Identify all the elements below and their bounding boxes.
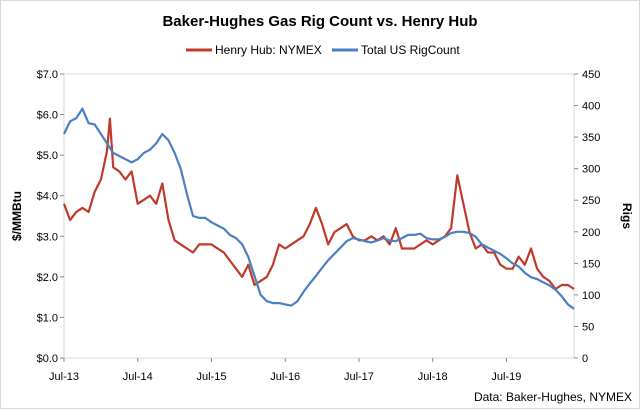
- legend-label-rig-count: Total US RigCount: [361, 43, 460, 57]
- left-axis-title: $/MMBtu: [10, 191, 24, 241]
- right-tick-label: 350: [582, 132, 600, 144]
- x-tick-label: Jul-19: [491, 371, 521, 383]
- right-tick-label: 0: [582, 353, 588, 365]
- series-layer: [62, 107, 575, 310]
- series-line-rig-count: [63, 107, 575, 310]
- x-tick-label: Jul-15: [196, 371, 226, 383]
- legend: Henry Hub: NYMEX Total US RigCount: [186, 43, 460, 57]
- left-tick-label: $0.0: [37, 353, 58, 365]
- left-tick-label: $3.0: [37, 231, 58, 243]
- left-tick-label: $2.0: [37, 272, 58, 284]
- plot-area: [63, 73, 575, 359]
- right-tick-label: 250: [582, 195, 600, 207]
- left-tick-label: $1.0: [37, 312, 58, 324]
- chart-title: Baker-Hughes Gas Rig Count vs. Henry Hub: [162, 13, 477, 30]
- right-tick-label: 100: [582, 290, 600, 302]
- x-tick-label: Jul-14: [123, 371, 153, 383]
- right-tick-label: 50: [582, 321, 594, 333]
- x-tick-label: Jul-17: [344, 371, 374, 383]
- right-axis-ticks: 0 50 100 150 200 250 300 350 400 450: [574, 69, 600, 365]
- right-tick-label: 400: [582, 101, 600, 113]
- x-axis-ticks: Jul-13 Jul-14 Jul-15 Jul-16 Jul-17 Jul-18 Jul-…: [49, 358, 521, 383]
- left-tick-label: $5.0: [37, 150, 58, 162]
- legend-label-henry-hub: Henry Hub: NYMEX: [215, 43, 322, 57]
- right-tick-label: 450: [582, 69, 600, 81]
- x-tick-label: Jul-18: [418, 371, 448, 383]
- right-tick-label: 150: [582, 258, 600, 270]
- data-source-note: Data: Baker-Hughes, NYMEX: [474, 390, 632, 404]
- x-tick-label: Jul-16: [270, 371, 300, 383]
- right-tick-label: 200: [582, 227, 600, 239]
- x-tick-label: Jul-13: [49, 371, 79, 383]
- left-tick-label: $4.0: [37, 191, 58, 203]
- left-tick-label: $7.0: [37, 69, 58, 81]
- left-axis-ticks: $0.0 $1.0 $2.0 $3.0 $4.0 $5.0 $6.0 $7.0: [37, 69, 64, 365]
- right-tick-label: 300: [582, 164, 600, 176]
- series-line-henry-hub: [62, 117, 575, 291]
- left-tick-label: $6.0: [37, 110, 58, 122]
- right-axis-title: Rigs: [620, 203, 634, 229]
